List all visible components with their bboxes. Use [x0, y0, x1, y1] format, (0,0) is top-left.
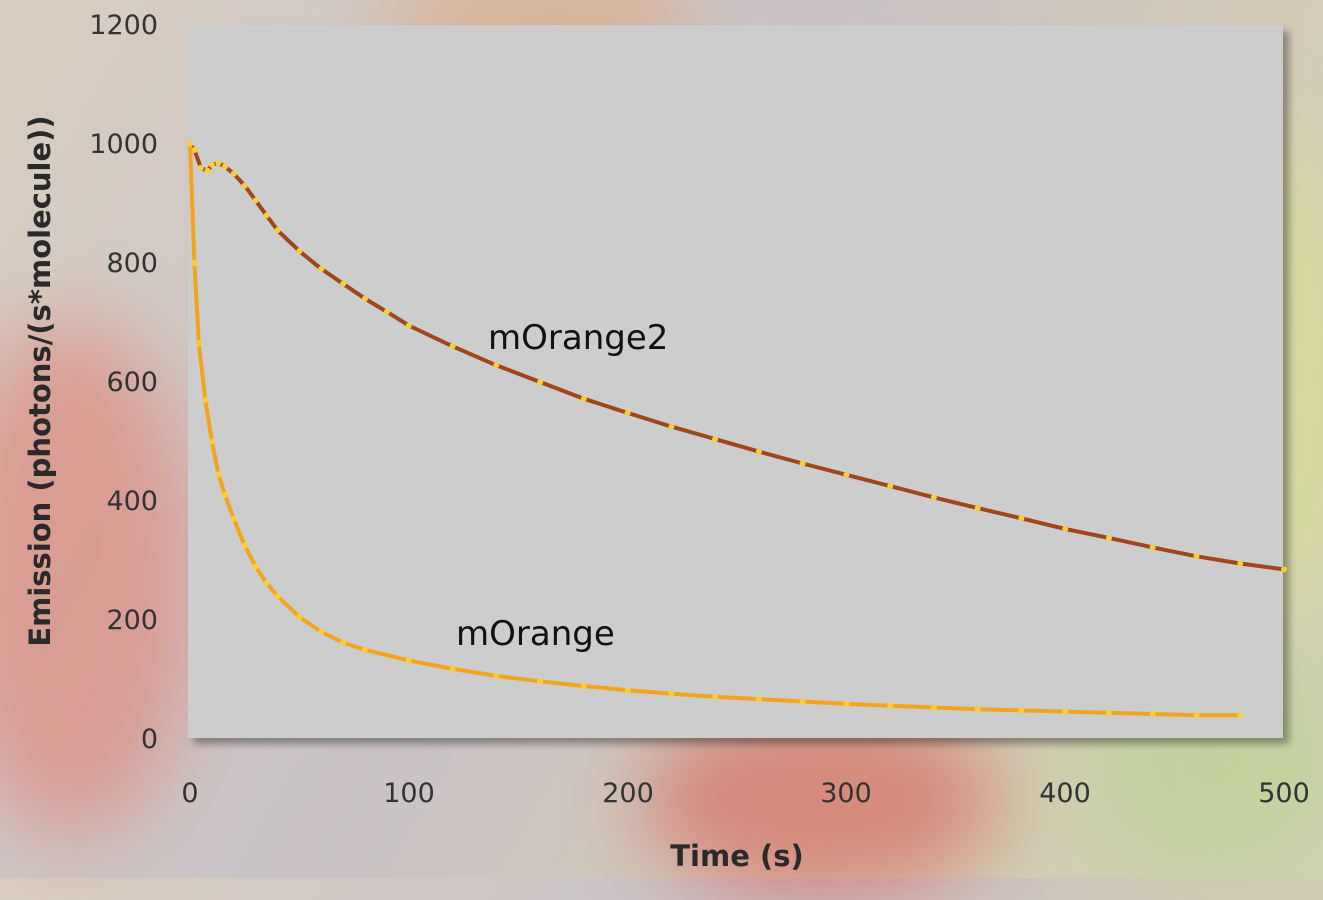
x-tick-label: 500 [1258, 778, 1310, 809]
data-point-morange2 [208, 161, 215, 168]
data-point-morange [624, 687, 631, 694]
data-point-morange [1062, 708, 1069, 715]
data-point-morange [208, 438, 215, 445]
data-point-morange [1193, 712, 1200, 719]
data-point-morange [449, 665, 456, 672]
data-point-morange [1149, 711, 1156, 717]
data-point-morange [263, 580, 270, 587]
data-point-morange [974, 706, 981, 713]
data-point-morange2 [799, 460, 806, 467]
y-tick-label: 400 [106, 486, 158, 517]
data-point-morange2 [405, 322, 412, 329]
data-point-morange2 [1018, 515, 1025, 522]
data-point-morange2 [930, 494, 937, 501]
y-axis-title: Emission (photons/(s*molecule)) [23, 115, 57, 646]
data-point-morange2 [362, 295, 368, 302]
data-point-morange2 [974, 505, 981, 512]
data-point-morange2 [1149, 544, 1156, 551]
data-point-morange2 [668, 423, 675, 430]
data-point-morange2 [887, 483, 894, 490]
emission-chart: 0 100 200 300 400 500 0 200 400 600 800 … [23, 10, 1310, 873]
data-point-morange [252, 563, 259, 570]
x-tick-label: 300 [820, 778, 872, 809]
y-tick-labels: 0 200 400 600 800 1000 1200 [89, 10, 158, 755]
data-point-morange [340, 639, 347, 646]
series-label-morange: mOrange [456, 614, 615, 654]
data-point-morange2 [1193, 553, 1200, 560]
data-point-morange [712, 693, 719, 700]
data-point-morange [1237, 712, 1244, 719]
data-point-morange2 [843, 471, 850, 478]
series-label-morange2: mOrange2 [488, 318, 668, 358]
data-point-morange [230, 515, 237, 522]
series-line-morange [188, 143, 1241, 718]
data-point-morange [405, 657, 412, 664]
data-point-morange2 [274, 227, 281, 234]
y-tick-label: 200 [106, 605, 158, 636]
data-point-morange2 [1106, 534, 1112, 541]
data-point-morange [1018, 707, 1025, 714]
data-point-morange2 [449, 343, 456, 350]
data-point-morange2 [537, 379, 544, 385]
data-point-morange [195, 340, 202, 347]
data-point-morange2 [318, 265, 325, 272]
data-point-morange [202, 396, 209, 403]
data-point-morange [493, 672, 500, 679]
data-point-morange [222, 492, 228, 498]
data-point-morange2 [222, 163, 228, 170]
data-point-morange [191, 260, 198, 266]
data-point-morange2 [624, 409, 631, 416]
data-point-morange2 [296, 248, 303, 255]
data-point-morange2 [191, 147, 198, 153]
x-tick-label: 0 [181, 778, 198, 809]
data-point-morange2 [230, 170, 237, 177]
y-tick-label: 1000 [89, 129, 158, 160]
data-point-morange [296, 614, 303, 620]
data-point-morange2 [263, 212, 270, 219]
data-point-morange [187, 141, 193, 147]
data-point-morange [887, 702, 894, 709]
plot-area [188, 25, 1283, 738]
data-point-morange2 [215, 160, 222, 166]
data-point-morange [668, 690, 675, 697]
data-point-morange2 [1062, 526, 1069, 532]
data-point-morange2 [241, 182, 248, 189]
data-point-morange2 [383, 308, 390, 315]
data-point-morange [755, 696, 762, 703]
data-point-morange [799, 698, 806, 705]
data-point-morange2 [580, 395, 587, 402]
y-tick-label: 1200 [89, 10, 158, 41]
y-tick-label: 0 [141, 724, 158, 755]
data-point-morange [1106, 709, 1112, 716]
data-point-morange2 [204, 167, 211, 174]
series-layer [187, 141, 1287, 719]
data-point-morange [580, 683, 587, 689]
data-point-morange [362, 646, 368, 653]
x-tick-label: 200 [602, 778, 654, 809]
data-point-morange2 [197, 164, 204, 171]
data-point-morange2 [712, 436, 719, 443]
data-point-morange [318, 628, 325, 635]
data-point-morange [274, 593, 281, 600]
y-tick-label: 800 [106, 248, 158, 279]
x-tick-label: 400 [1039, 778, 1091, 809]
y-tick-label: 600 [106, 367, 158, 398]
x-tick-labels: 0 100 200 300 400 500 [181, 778, 1309, 809]
data-point-morange2 [1237, 560, 1244, 567]
data-point-morange2 [1281, 566, 1287, 573]
data-point-morange [537, 678, 544, 685]
data-point-morange2 [252, 197, 259, 204]
data-point-morange2 [493, 362, 500, 369]
background-blob-pink [0, 320, 200, 840]
data-point-morange [241, 542, 248, 549]
x-tick-label: 100 [383, 778, 435, 809]
data-point-morange [930, 704, 937, 711]
data-point-morange [215, 471, 222, 478]
data-point-morange2 [340, 280, 347, 287]
data-point-morange2 [755, 448, 762, 455]
x-axis-title: Time (s) [670, 839, 803, 873]
data-point-morange [843, 700, 850, 707]
